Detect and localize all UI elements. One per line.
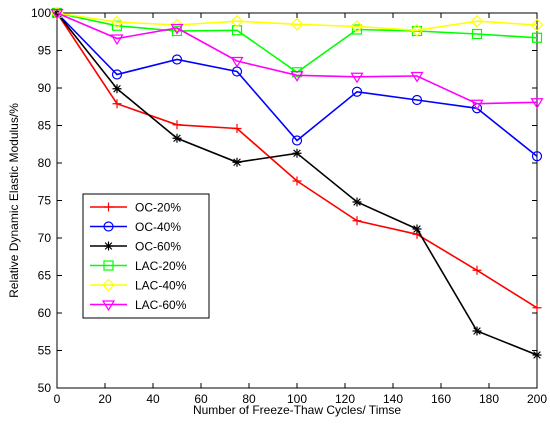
data-point [292, 148, 302, 158]
legend-item: LAC-20% [90, 259, 187, 273]
y-tick-label: 95 [38, 44, 52, 58]
legend-box [82, 193, 210, 319]
y-tick-label: 55 [38, 344, 52, 358]
data-point [50, 8, 64, 20]
y-tick-label: 80 [38, 156, 52, 170]
data-point [471, 28, 483, 40]
series-line [56, 12, 538, 105]
data-point [350, 20, 364, 33]
series-layer [50, 6, 544, 360]
legend-item: LAC-40% [90, 279, 187, 293]
legend-marker [104, 241, 113, 251]
legend-label: OC-60% [135, 240, 181, 254]
series-line [56, 12, 538, 32]
data-point [410, 71, 424, 83]
legend-marker [102, 278, 115, 292]
legend-label: LAC-60% [135, 298, 187, 312]
data-point [290, 71, 304, 82]
data-point [470, 14, 484, 28]
data-point [351, 24, 363, 35]
data-point [171, 54, 183, 65]
data-point [112, 99, 122, 109]
data-point [530, 18, 544, 32]
data-point [292, 176, 302, 186]
series-line [56, 12, 538, 157]
legend: OC-20% OC-40% OC-60% LAC-20% LAC-40% LAC-60% [82, 193, 210, 319]
legend-label: LAC-20% [135, 259, 187, 273]
data-point [352, 197, 362, 207]
data-point [112, 84, 122, 94]
legend-label: LAC-40% [135, 279, 187, 293]
y-tick-label: 75 [38, 194, 52, 208]
y-tick-label: 100 [31, 6, 51, 20]
x-tick-label: 0 [54, 392, 61, 406]
data-point [410, 23, 424, 37]
y-tick-label: 65 [38, 269, 52, 283]
data-point [291, 135, 303, 146]
y-tick-label: 85 [38, 119, 52, 133]
x-tick-label: 60 [194, 392, 208, 406]
legend-item: OC-40% [90, 220, 181, 234]
data-point [472, 326, 482, 336]
legend-label: OC-20% [135, 201, 181, 215]
x-tick-label: 20 [98, 392, 112, 406]
data-point [532, 350, 542, 360]
legend-item: OC-60% [90, 240, 181, 254]
data-point [111, 69, 123, 80]
legend-label: OC-40% [135, 220, 181, 234]
data-point [230, 56, 244, 68]
data-point [290, 17, 304, 31]
x-tick-label: 180 [479, 392, 499, 406]
legend-marker [103, 260, 114, 271]
x-tick-label: 80 [242, 392, 256, 406]
y-tick-label: 60 [38, 306, 52, 320]
data-point [172, 120, 182, 130]
data-point [530, 98, 544, 109]
axis-ticks: 0 20 40 60 80 100 120 140 160 180 200 50 55 60 65 70 75 8… [31, 6, 547, 406]
series-oc-60 [52, 8, 542, 360]
x-axis-label: Number of Freeze-Thaw Cycles/ Timse [193, 403, 401, 417]
data-point [532, 303, 542, 313]
data-point [232, 124, 242, 133]
series-oc-20 [52, 8, 542, 313]
series-lac-60 [50, 8, 544, 111]
y-axis-label: Relative Dynamic Elastic Modulus/% [7, 103, 21, 298]
data-point [110, 34, 124, 46]
y-tick-label: 90 [38, 81, 52, 95]
data-point [170, 18, 184, 32]
data-point [230, 14, 244, 28]
data-point [110, 15, 124, 29]
y-tick-label: 50 [38, 381, 52, 395]
data-point [170, 23, 184, 35]
data-point [531, 32, 543, 43]
data-point [411, 94, 423, 106]
x-tick-label: 160 [431, 392, 451, 406]
legend-marker [104, 202, 113, 212]
x-tick-label: 40 [146, 392, 160, 406]
x-tick-label: 120 [335, 392, 355, 406]
data-point [412, 224, 422, 234]
x-tick-label: 100 [287, 392, 307, 406]
legend-marker [103, 221, 114, 232]
data-point [232, 157, 242, 167]
data-point [231, 25, 243, 36]
legend-item: LAC-60% [90, 298, 187, 312]
y-tick-label: 70 [38, 231, 52, 245]
data-point [351, 86, 363, 97]
x-tick-label: 200 [527, 392, 547, 406]
data-point [470, 99, 484, 111]
legend-item: OC-20% [90, 201, 181, 215]
data-point [350, 72, 364, 84]
data-point [531, 151, 543, 162]
legend-marker [101, 300, 116, 312]
data-point [172, 133, 182, 143]
data-point [352, 216, 362, 226]
data-point [472, 265, 482, 275]
x-tick-label: 140 [383, 392, 403, 406]
